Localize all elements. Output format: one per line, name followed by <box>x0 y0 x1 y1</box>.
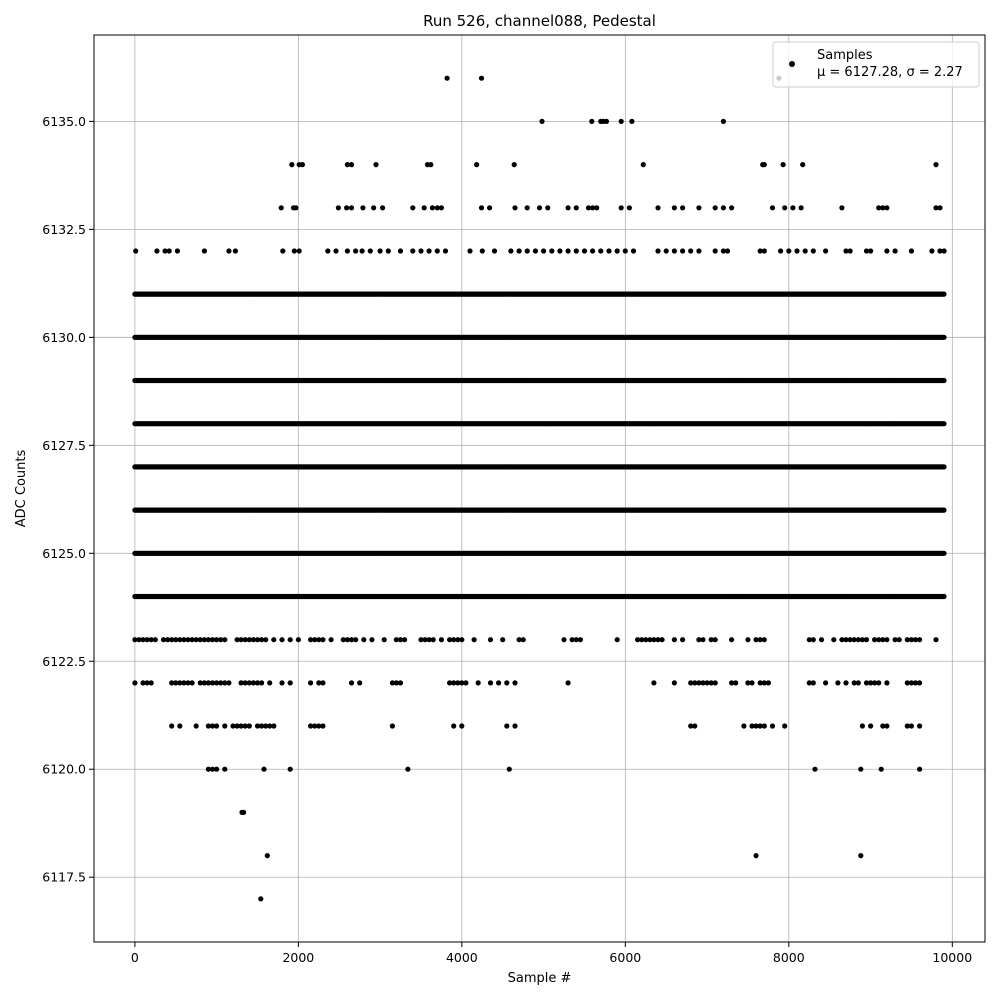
data-point <box>941 334 947 340</box>
grid-lines <box>94 35 985 942</box>
sample-points <box>132 75 947 902</box>
data-point <box>941 464 947 470</box>
data-point <box>941 507 947 513</box>
data-point <box>941 550 947 556</box>
plot-frame <box>94 35 985 942</box>
data-point <box>941 377 947 384</box>
data-point <box>941 421 947 427</box>
data-point <box>941 593 947 600</box>
